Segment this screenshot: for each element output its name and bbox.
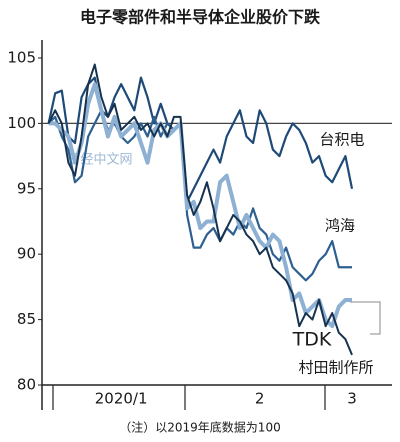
series-line [47,76,354,203]
y-tick-label: 95 [17,179,36,197]
y-tick-label: 80 [17,376,36,394]
y-tick-label: 90 [17,245,36,263]
x-tick-label: 2020/1 [95,390,148,408]
label-bracket [350,301,381,335]
series-line [48,82,353,329]
series-line [47,109,353,282]
note: （注）以2019年底数据为100 [119,420,280,435]
chart-title: 电子零部件和半导体企业股价下跌 [80,8,321,27]
series-line [47,63,353,356]
x-tick-label: 2 [255,390,265,408]
y-tick-label: 85 [17,310,36,328]
series-label: 台积电 [319,131,364,149]
y-tick-label: 105 [7,49,36,67]
series-label: TDK [292,329,332,351]
x-tick-label: 3 [347,390,357,408]
series-label: 鸿海 [325,217,355,235]
y-tick-label: 100 [7,114,36,132]
series-label: 村田制作所 [298,359,373,377]
